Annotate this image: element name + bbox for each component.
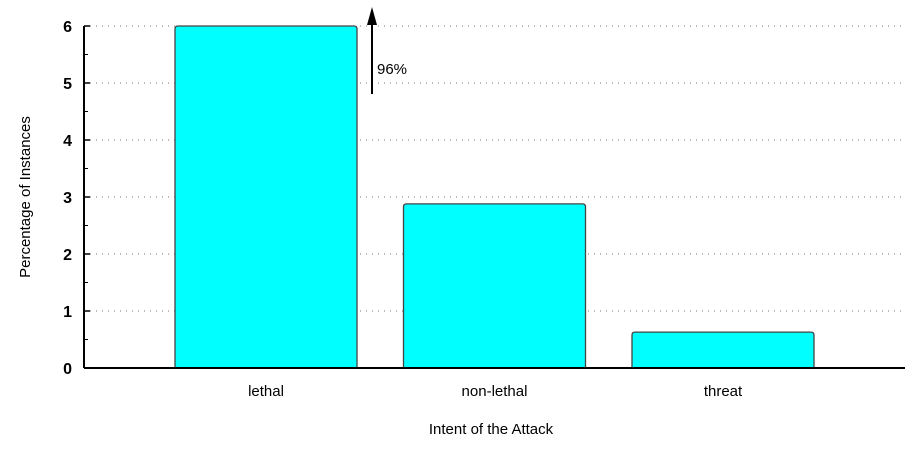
annotations: 96% (367, 7, 407, 94)
x-tick-label: lethal (248, 383, 284, 400)
bar-non-lethal (402, 203, 587, 368)
y-tick-label: 4 (63, 133, 72, 150)
y-tick-labels: 0 1 2 3 4 5 6 (63, 19, 72, 378)
annotation-label: 96% (377, 61, 407, 78)
bar-threat (631, 331, 815, 368)
y-tick-label: 6 (63, 19, 72, 36)
y-tick-label: 2 (63, 247, 72, 264)
x-axis-label: Intent of the Attack (429, 421, 554, 438)
bars (174, 25, 815, 368)
x-tick-label: threat (704, 383, 743, 400)
y-tick-label: 3 (63, 190, 72, 207)
y-tick-label: 5 (63, 76, 72, 93)
y-tick-label: 1 (63, 304, 72, 321)
y-tick-label: 0 (63, 361, 72, 378)
axes (83, 25, 905, 369)
y-axis-label: Percentage of Instances (17, 116, 34, 278)
arrow-head-icon (367, 7, 377, 25)
gridlines (84, 25, 905, 312)
x-tick-label: non-lethal (462, 383, 528, 400)
x-tick-labels: lethal non-lethal threat (248, 383, 743, 400)
bar-lethal (174, 25, 358, 368)
